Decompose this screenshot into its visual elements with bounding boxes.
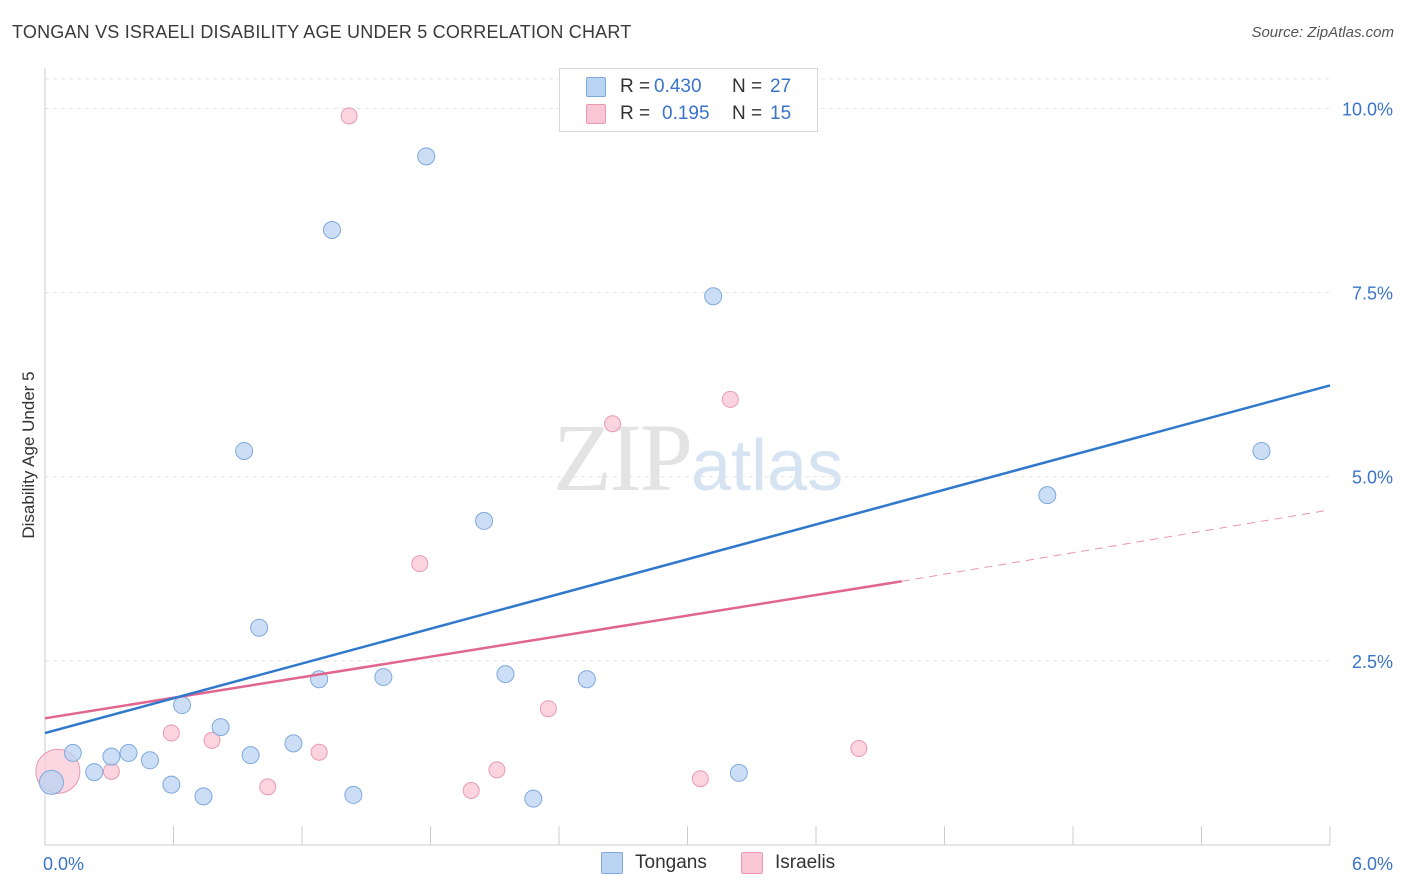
y-axis-label: Disability Age Under 5 xyxy=(19,371,38,538)
israelis-point xyxy=(721,390,739,408)
israelis-point xyxy=(259,778,277,796)
tongans-point xyxy=(524,789,543,808)
legend-row-israelis: R = 0.195 N = 15 xyxy=(586,102,791,126)
legend-r-value: 0.195 xyxy=(662,103,710,124)
y-tick-label: 10.0% xyxy=(1342,99,1393,119)
tongans-trendline xyxy=(44,384,1331,735)
israelis-point xyxy=(691,770,709,788)
tongans-point xyxy=(496,665,515,684)
tongans-point xyxy=(140,751,159,770)
tongans-point xyxy=(1038,486,1057,505)
y-tick-label: 7.5% xyxy=(1352,284,1393,304)
tongans-point xyxy=(194,787,213,806)
y-tick-label: 5.0% xyxy=(1352,468,1393,488)
legend-r-label: R = xyxy=(620,103,651,124)
israelis-point xyxy=(310,743,328,761)
legend-israelis-label: Israelis xyxy=(775,852,836,873)
source-credit: Source: ZipAtlas.com xyxy=(1251,24,1394,41)
israelis-trendline-extension xyxy=(901,509,1331,582)
israelis-point xyxy=(203,731,221,749)
tongans-point xyxy=(704,287,723,306)
tongans-point xyxy=(102,747,121,766)
legend-n-value: 27 xyxy=(770,76,792,97)
tongans-point xyxy=(417,147,436,166)
x-tick-label: 0.0% xyxy=(43,854,84,874)
tongans-point xyxy=(38,769,64,795)
israelis-point xyxy=(162,724,180,742)
x-tick-label: 6.0% xyxy=(1352,854,1393,874)
tongans-point xyxy=(729,763,748,782)
watermark-atlas: atlas xyxy=(691,426,844,506)
tongans-point xyxy=(374,668,393,687)
legend-tongans-label: Tongans xyxy=(635,852,707,873)
tongans-point xyxy=(119,743,138,762)
tongans-swatch xyxy=(601,852,623,874)
tongans-point xyxy=(63,743,82,762)
tongans-point xyxy=(284,734,303,753)
zipatlas-watermark: ZIPatlas xyxy=(553,402,843,513)
israelis-point xyxy=(539,700,557,718)
israelis-point xyxy=(102,762,120,780)
israelis-point xyxy=(340,107,358,125)
legend-n-value: 15 xyxy=(770,103,792,124)
legend-n-label: N = xyxy=(732,76,763,97)
israelis-point xyxy=(850,740,868,758)
tongans-point xyxy=(173,696,192,715)
tongans-point xyxy=(322,220,341,239)
tongans-point xyxy=(162,775,181,794)
israelis-swatch xyxy=(741,852,763,874)
legend-item-tongans[interactable]: Tongans xyxy=(601,852,707,874)
tongans-point xyxy=(235,441,254,460)
chart-title: TONGAN VS ISRAELI DISABILITY AGE UNDER 5… xyxy=(12,22,632,42)
tongans-point xyxy=(211,718,230,737)
correlation-legend: R = 0.430 N = 27 R = 0.195 N = 15 xyxy=(559,68,818,132)
israelis-point xyxy=(462,781,480,799)
series-legend: Tongans Israelis xyxy=(0,852,1406,876)
tongans-point xyxy=(1252,441,1271,460)
legend-item-israelis[interactable]: Israelis xyxy=(741,852,835,874)
legend-row-tongans: R = 0.430 N = 27 xyxy=(586,75,791,99)
tongans-point xyxy=(577,670,596,689)
legend-r-value: 0.430 xyxy=(654,76,702,97)
israelis-point xyxy=(604,415,622,433)
legend-n-label: N = xyxy=(732,103,763,124)
tongans-point xyxy=(241,746,260,765)
y-tick-label: 2.5% xyxy=(1352,652,1393,672)
legend-r-label: R = xyxy=(620,76,651,97)
israelis-point xyxy=(411,555,429,573)
israelis-point xyxy=(488,761,506,779)
israelis-swatch xyxy=(586,104,606,124)
tongans-point xyxy=(85,763,104,782)
tongans-point xyxy=(250,618,269,637)
tongans-point xyxy=(344,785,363,804)
tongans-swatch xyxy=(586,77,606,97)
tongans-point xyxy=(475,511,494,530)
watermark-zip: ZIP xyxy=(553,404,693,511)
